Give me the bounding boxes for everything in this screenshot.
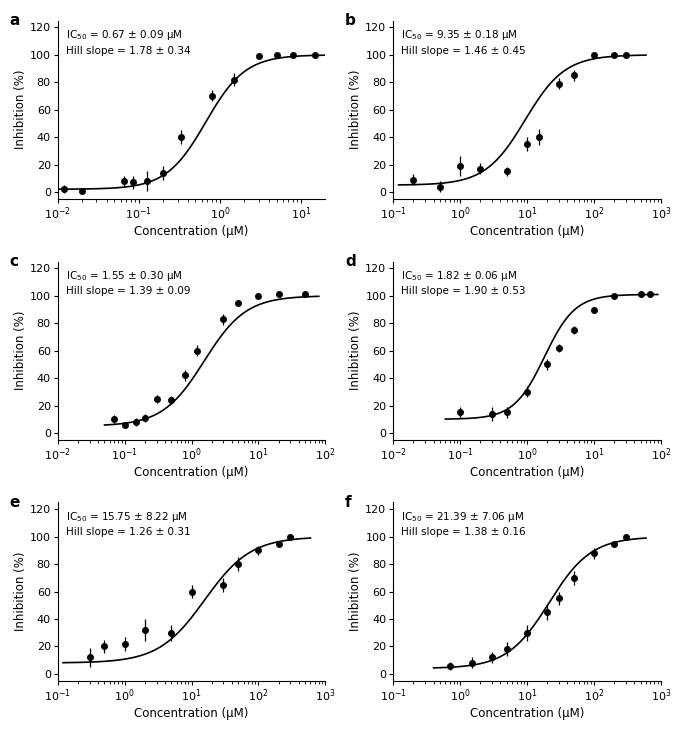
X-axis label: Concentration (μM): Concentration (μM) xyxy=(134,707,249,720)
X-axis label: Concentration (μM): Concentration (μM) xyxy=(470,225,584,239)
X-axis label: Concentration (μM): Concentration (μM) xyxy=(134,466,249,479)
Text: e: e xyxy=(10,495,20,510)
X-axis label: Concentration (μM): Concentration (μM) xyxy=(470,707,584,720)
Text: f: f xyxy=(345,495,352,510)
Text: Hill slope = 1.78 ± 0.34: Hill slope = 1.78 ± 0.34 xyxy=(66,46,190,56)
Y-axis label: Inhibition (%): Inhibition (%) xyxy=(349,311,362,390)
Text: IC$_{50}$ = 21.39 ± 7.06 μM: IC$_{50}$ = 21.39 ± 7.06 μM xyxy=(401,509,525,523)
Text: Hill slope = 1.26 ± 0.31: Hill slope = 1.26 ± 0.31 xyxy=(66,528,190,537)
Y-axis label: Inhibition (%): Inhibition (%) xyxy=(14,552,27,631)
Y-axis label: Inhibition (%): Inhibition (%) xyxy=(349,70,362,150)
Text: d: d xyxy=(345,255,356,269)
Text: Hill slope = 1.46 ± 0.45: Hill slope = 1.46 ± 0.45 xyxy=(401,46,526,56)
Text: Hill slope = 1.38 ± 0.16: Hill slope = 1.38 ± 0.16 xyxy=(401,528,526,537)
Text: c: c xyxy=(10,255,18,269)
Text: Hill slope = 1.39 ± 0.09: Hill slope = 1.39 ± 0.09 xyxy=(66,286,190,297)
Text: b: b xyxy=(345,13,356,29)
Text: IC$_{50}$ = 9.35 ± 0.18 μM: IC$_{50}$ = 9.35 ± 0.18 μM xyxy=(401,28,518,42)
X-axis label: Concentration (μM): Concentration (μM) xyxy=(470,466,584,479)
Text: Hill slope = 1.90 ± 0.53: Hill slope = 1.90 ± 0.53 xyxy=(401,286,526,297)
Text: IC$_{50}$ = 1.82 ± 0.06 μM: IC$_{50}$ = 1.82 ± 0.06 μM xyxy=(401,269,518,283)
Text: IC$_{50}$ = 1.55 ± 0.30 μM: IC$_{50}$ = 1.55 ± 0.30 μM xyxy=(66,269,182,283)
X-axis label: Concentration (μM): Concentration (μM) xyxy=(134,225,249,239)
Text: a: a xyxy=(10,13,20,29)
Text: IC$_{50}$ = 0.67 ± 0.09 μM: IC$_{50}$ = 0.67 ± 0.09 μM xyxy=(66,28,182,42)
Y-axis label: Inhibition (%): Inhibition (%) xyxy=(14,70,27,150)
Y-axis label: Inhibition (%): Inhibition (%) xyxy=(14,311,27,390)
Y-axis label: Inhibition (%): Inhibition (%) xyxy=(349,552,362,631)
Text: IC$_{50}$ = 15.75 ± 8.22 μM: IC$_{50}$ = 15.75 ± 8.22 μM xyxy=(66,509,188,523)
